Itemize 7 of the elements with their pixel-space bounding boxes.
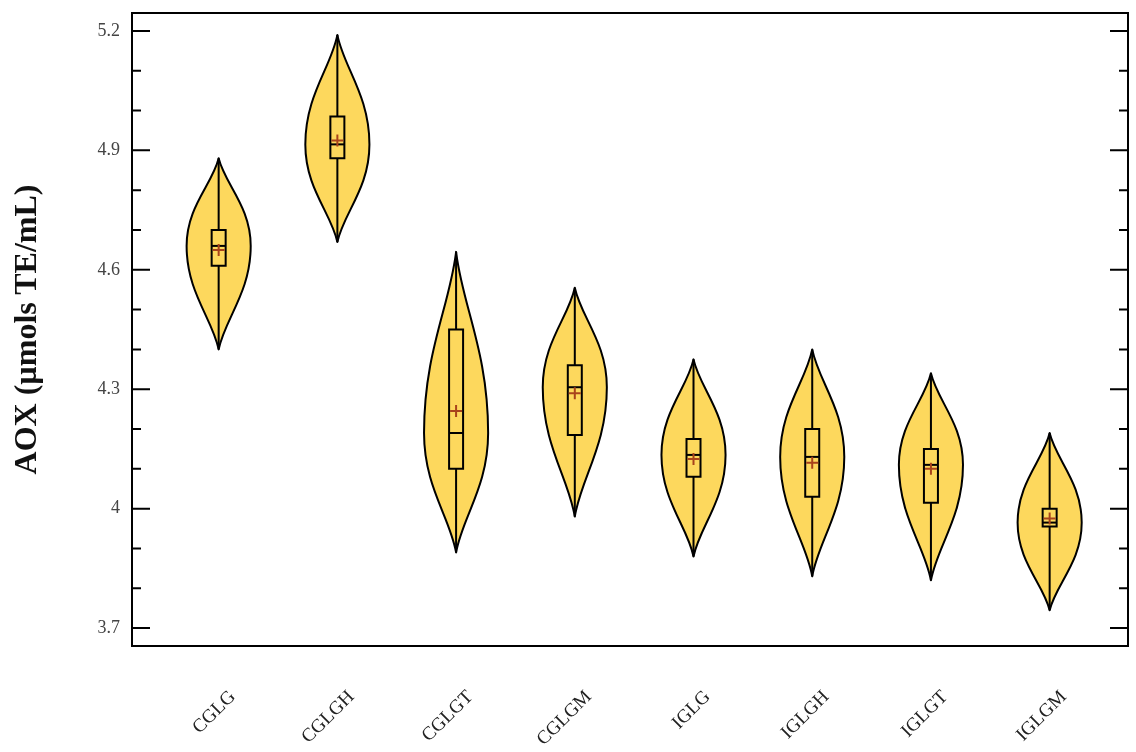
- y-tick-label: 4.6: [97, 258, 120, 279]
- y-axis-title: AOX (µmols TE/mL): [7, 184, 44, 475]
- y-tick-label: 4.9: [97, 139, 120, 160]
- y-tick-label: 3.7: [97, 616, 120, 637]
- y-tick-label: 5.2: [97, 19, 120, 40]
- y-tick-label: 4.3: [97, 377, 120, 398]
- y-tick-label: 4: [111, 497, 120, 518]
